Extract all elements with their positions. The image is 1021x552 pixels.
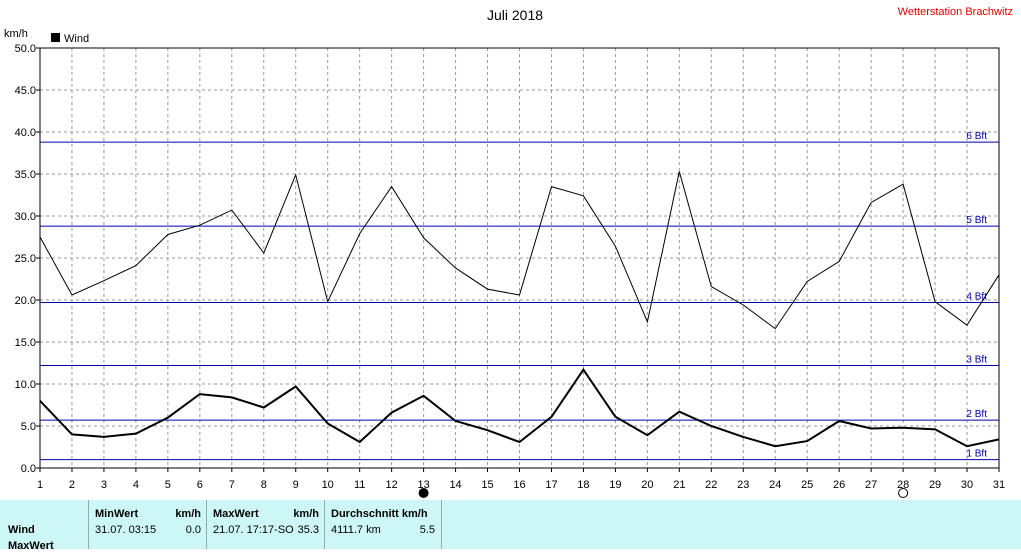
stats-max-column: MaxWert km/h 21.07. 17:17-SO 35.3 bbox=[206, 500, 325, 549]
x-tick-label: 19 bbox=[609, 479, 621, 491]
moon-phases bbox=[418, 488, 909, 498]
x-tick-label: 28 bbox=[897, 479, 909, 491]
max-unit: km/h bbox=[293, 508, 319, 520]
x-tick-label: 30 bbox=[961, 479, 973, 491]
stats-row-label-2: MaxWert bbox=[8, 540, 54, 552]
x-tick-label: 24 bbox=[769, 479, 781, 491]
grid bbox=[39, 47, 1000, 469]
y-tick-label: 50.0 bbox=[15, 43, 36, 55]
x-tick-label: 10 bbox=[322, 479, 334, 491]
x-tick-label: 8 bbox=[261, 479, 267, 491]
x-tick-label: 3 bbox=[101, 479, 107, 491]
x-tick-label: 7 bbox=[229, 479, 235, 491]
x-tick-label: 6 bbox=[197, 479, 203, 491]
bft-label: 6 Bft bbox=[966, 131, 987, 142]
series-lines bbox=[39, 171, 1000, 448]
legend-label: Wind bbox=[64, 33, 89, 45]
max-time: 21.07. 17:17-SO bbox=[213, 524, 294, 536]
new-moon-icon bbox=[418, 488, 429, 498]
x-tick-label: 4 bbox=[133, 479, 139, 491]
x-tick-label: 23 bbox=[737, 479, 749, 491]
min-unit: km/h bbox=[175, 508, 201, 520]
y-tick-label: 40.0 bbox=[15, 127, 36, 139]
x-tick-label: 29 bbox=[929, 479, 941, 491]
x-tick-label: 1 bbox=[37, 479, 43, 491]
x-tick-label: 16 bbox=[513, 479, 525, 491]
y-tick-label: 30.0 bbox=[15, 211, 36, 223]
bft-label: 5 Bft bbox=[966, 215, 987, 226]
y-tick-label: 35.0 bbox=[15, 169, 36, 181]
y-tick-label: 20.0 bbox=[15, 295, 36, 307]
x-tick-label: 9 bbox=[293, 479, 299, 491]
y-tick-label: 25.0 bbox=[15, 253, 36, 265]
y-tick-label: 0.0 bbox=[21, 463, 36, 475]
y-tick-label: 15.0 bbox=[15, 337, 36, 349]
bft-label: 1 Bft bbox=[966, 449, 987, 460]
x-tick-label: 13 bbox=[417, 479, 429, 491]
x-tick-label: 15 bbox=[481, 479, 493, 491]
x-tick-label: 22 bbox=[705, 479, 717, 491]
station-name: Wetterstation Brachwitz bbox=[897, 6, 1013, 18]
x-tick-label: 14 bbox=[449, 479, 461, 491]
y-tick-label: 10.0 bbox=[15, 379, 36, 391]
stats-row-label: Wind bbox=[8, 524, 35, 536]
stats-avg-column: Durchschnitt km/h 4111.7 km 5.5 bbox=[324, 500, 442, 549]
x-tick-label: 26 bbox=[833, 479, 845, 491]
min-value: 0.0 bbox=[185, 524, 201, 536]
bft-label: 3 Bft bbox=[966, 355, 987, 366]
x-tick-label: 20 bbox=[641, 479, 653, 491]
bft-label: 4 Bft bbox=[966, 292, 987, 303]
series-line-gust bbox=[39, 171, 1000, 330]
avg-header: Durchschnitt km/h bbox=[331, 508, 428, 520]
max-header: MaxWert bbox=[213, 508, 259, 520]
bft-label: 2 Bft bbox=[966, 409, 987, 420]
y-axis-unit: km/h bbox=[4, 28, 28, 40]
max-value: 35.3 bbox=[297, 524, 319, 536]
avg-value: 5.5 bbox=[419, 524, 435, 536]
series-line-wind bbox=[39, 367, 1000, 448]
x-tick-labels: 1 2 3 4 5 6 7 8 9 10 11 12 13 14 15 16 17 18 19 20 21 22 23 24 2… bbox=[37, 468, 1005, 491]
legend-swatch bbox=[51, 33, 60, 42]
x-tick-label: 25 bbox=[801, 479, 813, 491]
min-header: MinWert bbox=[95, 508, 139, 520]
x-tick-label: 27 bbox=[865, 479, 877, 491]
x-tick-label: 2 bbox=[69, 479, 75, 491]
stats-panel: Wind MaxWert MinWert km/h 31.07. 03:15 0… bbox=[0, 500, 1021, 552]
stats-min-column: MinWert km/h 31.07. 03:15 0.0 bbox=[88, 500, 207, 549]
x-tick-label: 11 bbox=[354, 479, 365, 491]
x-tick-label: 21 bbox=[673, 479, 685, 491]
x-tick-label: 17 bbox=[545, 479, 557, 491]
wind-chart: Juli 2018 km/h Wind 1 Bft 2 Bft 3 Bft 4 Bft… bbox=[4, 7, 1005, 498]
x-tick-label: 18 bbox=[577, 479, 589, 491]
x-tick-label: 12 bbox=[386, 479, 398, 491]
chart-title: Juli 2018 bbox=[487, 7, 543, 23]
full-moon-icon bbox=[898, 488, 909, 498]
y-tick-label: 45.0 bbox=[15, 85, 36, 97]
min-time: 31.07. 03:15 bbox=[95, 524, 157, 536]
x-tick-label: 31 bbox=[993, 479, 1005, 491]
avg-distance: 4111.7 km bbox=[331, 524, 381, 536]
y-tick-labels: 0.0 5.0 10.0 15.0 20.0 25.0 30.0 35.0 40.0 45.0 50… bbox=[15, 43, 40, 475]
x-tick-label: 5 bbox=[165, 479, 171, 491]
y-tick-label: 5.0 bbox=[21, 421, 36, 433]
